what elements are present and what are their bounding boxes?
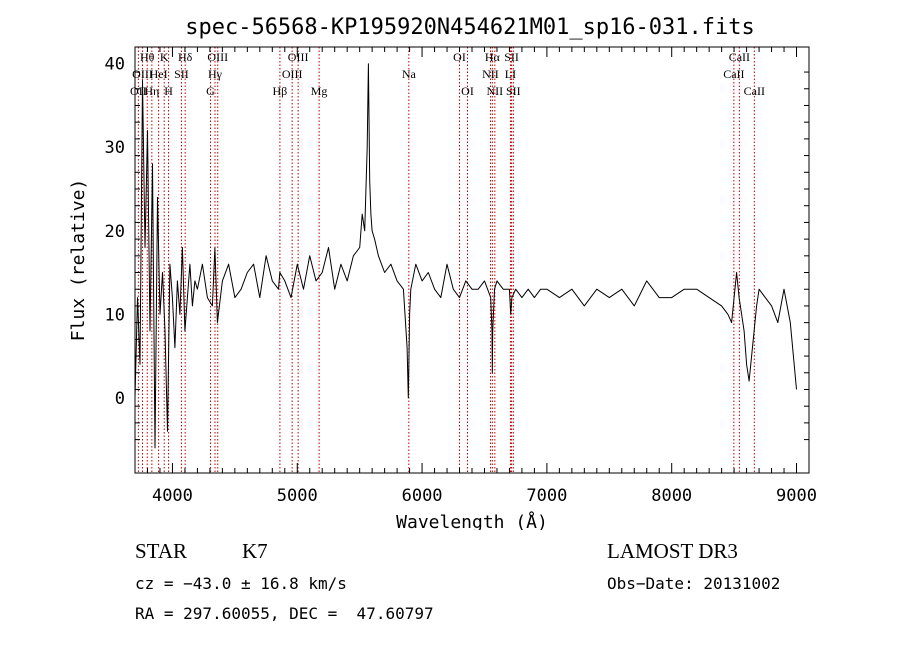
chart-title: spec-56568-KP195920N454621M01_sp16-031.f… <box>185 15 755 40</box>
line-label: OI <box>453 50 466 64</box>
line-label: Na <box>402 67 417 81</box>
line-label: OIII <box>132 67 153 81</box>
line-label: K <box>160 50 169 64</box>
line-label: Hθ <box>140 50 155 64</box>
y-tick-label: 20 <box>105 222 125 242</box>
plot-frame <box>134 46 810 474</box>
line-label: Hα <box>485 50 501 64</box>
x-tick-label: 6000 <box>402 486 443 506</box>
line-label: G <box>206 84 215 98</box>
line-label: SII <box>174 67 189 81</box>
observation-date: Obs−Date: 20131002 <box>607 574 781 593</box>
redshift-velocity: cz = −43.0 ± 16.8 km/s <box>135 574 347 593</box>
line-label: CaII <box>729 50 750 64</box>
line-label: SII <box>504 50 519 64</box>
y-axis: 0 10 20 30 40 <box>105 55 809 441</box>
line-label: Hγ <box>208 67 223 81</box>
line-label: CaII <box>723 67 744 81</box>
line-label: OI <box>461 84 474 98</box>
coordinates: RA = 297.60055, DEC = 47.60797 <box>135 604 434 623</box>
x-tick-label: 9000 <box>776 486 817 506</box>
line-label: Hβ <box>273 84 288 98</box>
object-subclass: K7 <box>242 539 268 563</box>
line-label: SII <box>506 84 521 98</box>
line-markers <box>137 47 755 473</box>
line-label: NII <box>482 67 499 81</box>
y-axis-label: Flux (relative) <box>68 179 89 342</box>
line-label: OII <box>130 84 147 98</box>
y-tick-label: 10 <box>105 305 125 325</box>
line-label: OIII <box>207 50 228 64</box>
y-tick-label: 30 <box>105 138 125 158</box>
x-tick-label: 7000 <box>526 486 567 506</box>
spectrum-line <box>134 63 797 449</box>
line-label: Mg <box>311 84 328 98</box>
x-tick-label: 8000 <box>651 486 692 506</box>
line-label: Hη <box>144 84 159 98</box>
line-label: CaII <box>744 84 765 98</box>
spectrum-series <box>134 63 797 449</box>
x-axis-label: Wavelength (Å) <box>396 511 548 530</box>
line-label: OIII <box>288 50 309 64</box>
line-label: OIII <box>282 67 303 81</box>
line-labels: OIIHθOIIIHηHeIKHSIIHδGHγOIIIHβOIIIOIIIMg… <box>130 50 765 98</box>
x-tick-label: 5000 <box>277 486 318 506</box>
x-tick-label: 4000 <box>152 486 193 506</box>
y-tick-label: 40 <box>105 55 125 75</box>
object-class: STAR <box>135 539 187 563</box>
line-label: LI <box>505 67 516 81</box>
line-label: NII <box>487 84 504 98</box>
x-axis: 4000 5000 6000 7000 8000 9000 <box>134 47 817 506</box>
line-label: Hδ <box>178 50 193 64</box>
line-label: H <box>164 84 173 98</box>
survey-name: LAMOST DR3 <box>607 539 738 563</box>
y-tick-label: 0 <box>115 389 125 409</box>
line-label: HeI <box>150 67 168 81</box>
spectrum-chart: spec-56568-KP195920N454621M01_sp16-031.f… <box>68 15 817 530</box>
